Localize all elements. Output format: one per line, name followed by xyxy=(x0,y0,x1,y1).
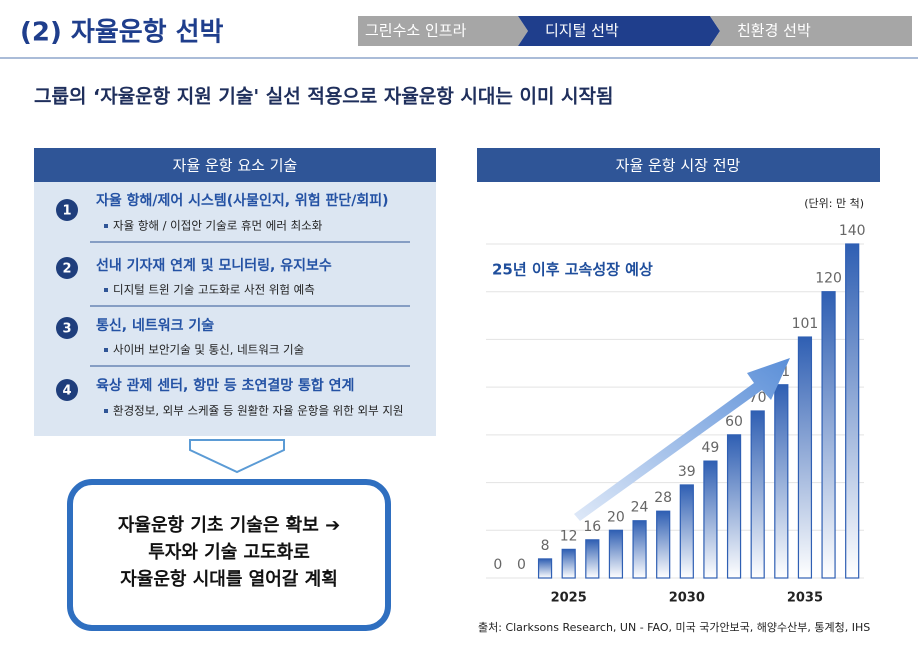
item-detail: 환경정보, 외부 스케쥴 등 원활한 자율 운항을 위한 외부 지원 xyxy=(113,404,403,418)
bullet xyxy=(104,409,108,413)
bar xyxy=(845,243,860,579)
growth-arrow xyxy=(574,358,790,521)
item-detail: 사이버 보안기술 및 통신, 네트워크 기술 xyxy=(113,343,304,357)
bar xyxy=(656,510,671,579)
item-title: 선내 기자재 연계 및 모니터링, 유지보수 xyxy=(96,257,332,274)
item-title: 통신, 네트워크 기술 xyxy=(96,318,214,334)
tab-label: 디지털 선박 xyxy=(545,22,619,40)
source: 출처: Clarksons Research, UN - FAO, 미국 국가안… xyxy=(478,620,870,634)
callout-line: 투자와 기술 고도화로 xyxy=(148,542,310,563)
tab xyxy=(710,16,912,46)
callout-line: 자율운항 기초 기술은 확보 ➔ xyxy=(118,515,340,536)
panel-header xyxy=(34,148,436,182)
number-badge xyxy=(56,317,78,339)
chart-title: 자율 운항 시장 전망 xyxy=(616,157,741,175)
annotation: 25년 이후 고속성장 예상 xyxy=(492,261,653,279)
bar xyxy=(561,548,576,579)
chart-header xyxy=(477,148,880,182)
tab-label: 친환경 선박 xyxy=(737,22,811,40)
item-list: 1 자율 항해/제어 시스템(사물인지, 위험 판단/회피) 자율 항해 / 이접안… xyxy=(56,192,410,418)
item-title: 육상 관제 센터, 항만 등 초연결망 통합 연계 xyxy=(96,377,354,394)
value-label: 16 xyxy=(583,519,601,535)
item-number: 3 xyxy=(62,322,71,337)
page-title: (2) 자율운항 선박 xyxy=(20,18,224,48)
value-label: 24 xyxy=(631,500,649,516)
bar xyxy=(821,291,836,579)
item-number: 2 xyxy=(62,262,71,277)
item-detail: 자율 항해 / 이접안 기술로 휴먼 에러 최소화 xyxy=(113,219,323,233)
value-label: 39 xyxy=(678,464,696,480)
bar xyxy=(679,484,694,579)
value-label: 8 xyxy=(541,538,550,554)
bar xyxy=(703,460,718,579)
item-number: 1 xyxy=(62,204,71,219)
value-label: 101 xyxy=(792,316,819,332)
tab-label: 그린수소 인프라 xyxy=(365,22,467,40)
bar xyxy=(797,336,813,579)
number-badge xyxy=(56,199,78,221)
bar xyxy=(537,558,553,579)
bullet xyxy=(104,348,108,352)
x-tick-label: 2025 xyxy=(551,591,587,606)
bar xyxy=(608,529,624,579)
x-tick-label: 2030 xyxy=(669,591,705,606)
bullet xyxy=(104,288,108,292)
bar xyxy=(585,539,600,579)
item-title: 자율 항해/제어 시스템(사물인지, 위험 판단/회피) xyxy=(96,192,389,209)
callout-box xyxy=(67,479,391,631)
bar xyxy=(726,434,742,579)
panel-title: 자율 운항 요소 기술 xyxy=(173,157,298,175)
value-label: 20 xyxy=(607,509,625,525)
value-label: 140 xyxy=(839,223,866,239)
bar xyxy=(632,520,647,579)
chart: 0081220251620242839203049607081101203512… xyxy=(486,223,866,606)
down-arrow xyxy=(189,439,285,474)
panel xyxy=(34,182,436,436)
value-label: 12 xyxy=(560,528,578,544)
value-label: 120 xyxy=(815,271,842,287)
unit-label: (단위: 만 척) xyxy=(804,197,864,210)
tab-active xyxy=(518,16,720,46)
x-tick-label: 2035 xyxy=(787,591,823,606)
number-badge xyxy=(56,379,78,401)
callout-line: 자율운항 시대를 열어갈 계획 xyxy=(120,568,338,590)
number-badge xyxy=(56,257,78,279)
value-label: 0 xyxy=(493,557,502,573)
headline: 그룹의 ‘자율운항 지원 기술' 실선 적용으로 자율운항 시대는 이미 시작됨 xyxy=(34,86,614,108)
value-label: 28 xyxy=(654,490,672,506)
bullet xyxy=(104,224,108,228)
tab xyxy=(358,16,528,46)
bar xyxy=(750,410,765,579)
item-number: 4 xyxy=(62,384,71,399)
value-label: 0 xyxy=(517,557,526,573)
value-label: 49 xyxy=(702,440,720,456)
value-label: 60 xyxy=(725,414,743,430)
item-detail: 디지털 트윈 기술 고도화로 사전 위험 예측 xyxy=(113,283,315,297)
bar xyxy=(774,384,789,579)
